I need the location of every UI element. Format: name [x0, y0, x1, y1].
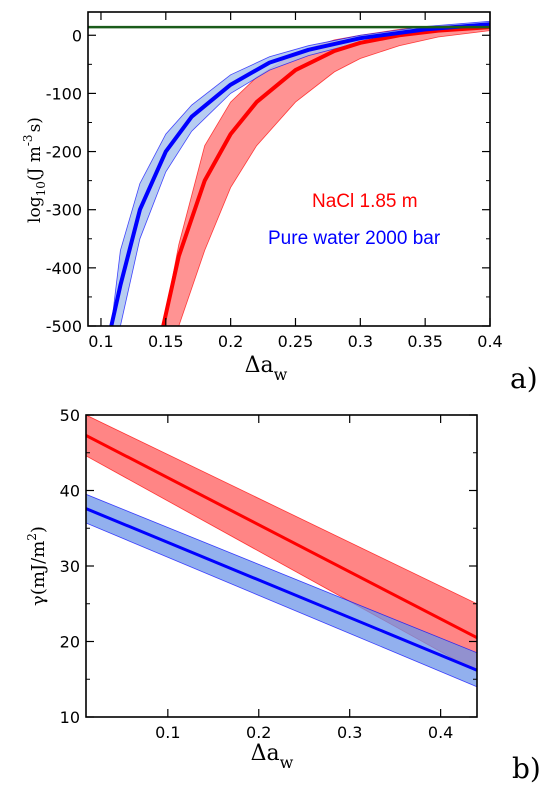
panel-b-x-axis-label: Δaw: [251, 741, 294, 772]
panel-a-y-label-sup: -3: [21, 134, 35, 146]
panel-a-frame: [87, 11, 491, 327]
panel-a-x-axis-label: Δaw: [245, 353, 288, 384]
series-line-pure-water: [86, 507, 477, 672]
y-tick-label: 10: [60, 708, 80, 727]
panel-b-y-axis-label: γ(mJ/m2): [25, 526, 49, 606]
panel-a-plot-area: [88, 20, 490, 326]
y-tick-label: 0: [72, 26, 82, 45]
panel-b-label: b): [512, 752, 540, 785]
panel-b-x-axis-label-main: Δa: [251, 741, 280, 766]
x-tick-label: 0.4: [477, 332, 502, 351]
y-tick-label: -200: [46, 143, 82, 162]
legend-nacl: NaCl 1.85 m: [312, 191, 418, 212]
series-line-pure-water: [109, 22, 490, 326]
panel-a-y-label-unit: (J m: [25, 146, 45, 181]
panel-a-y-label-sub: 10: [34, 181, 48, 196]
y-tick-label: 20: [60, 633, 80, 652]
y-tick-label: 50: [60, 406, 80, 425]
panel-a-y-axis-label: log10(J m-3 s): [21, 117, 48, 223]
x-tick-label: 0.25: [278, 332, 314, 351]
y-tick-label: -300: [46, 201, 82, 220]
panel-b-axes: 0.1 0.2 0.3 0.4 10 20 30 40 50: [60, 406, 477, 742]
y-tick-label: -400: [46, 259, 82, 278]
panel-a-label: a): [510, 362, 538, 395]
series-line-nacl: [86, 434, 477, 640]
panel-a-axes: 0.1 0.15 0.2 0.25 0.3 0.35 0.4 0 -100 -200 -300 -40…: [46, 12, 503, 351]
series-line-nacl: [161, 25, 490, 326]
y-tick-label: 30: [60, 557, 80, 576]
x-tick-label: 0.1: [88, 332, 113, 351]
y-tick-label: 40: [60, 482, 80, 501]
x-tick-label: 0.3: [337, 723, 362, 742]
x-tick-label: 0.1: [155, 723, 180, 742]
panel-a-y-label-main: log: [25, 196, 45, 223]
panel-b-y-label-sup: 2: [25, 533, 39, 541]
x-tick-label: 0.2: [218, 332, 243, 351]
panel-b-x-axis-label-sub: w: [280, 753, 294, 772]
y-tick-label: -100: [46, 84, 82, 103]
x-tick-label: 0.4: [428, 723, 453, 742]
series-band-pure-water: [110, 20, 490, 326]
panel-a-x-axis-label-main: Δa: [245, 353, 274, 378]
x-tick-label: 0.35: [407, 332, 443, 351]
panel-b-y-label-tail: ): [28, 526, 49, 533]
a-series-layer: [88, 20, 490, 326]
series-band-nacl: [162, 23, 490, 326]
x-tick-label: 0.2: [246, 723, 271, 742]
x-tick-label: 0.15: [148, 332, 184, 351]
panel-a-x-axis-label-sub: w: [274, 365, 288, 384]
series-band-nacl: [86, 415, 477, 673]
y-tick-label: -500: [46, 317, 82, 336]
panel-a: 0.1 0.15 0.2 0.25 0.3 0.35 0.4 0 -100 -200 -300 -40…: [21, 11, 538, 395]
panel-b-y-label-main: γ(mJ/m: [28, 541, 49, 606]
panel-b-plot-area: [86, 415, 477, 688]
panel-b: 0.1 0.2 0.3 0.4 10 20 30 40 50 Δaw γ(mJ/m2) b): [25, 406, 540, 785]
legend-pure-water: Pure water 2000 bar: [268, 228, 441, 249]
b-series-layer: [86, 415, 477, 688]
panel-a-y-label-tail: s): [25, 117, 45, 132]
x-tick-label: 0.3: [348, 332, 373, 351]
